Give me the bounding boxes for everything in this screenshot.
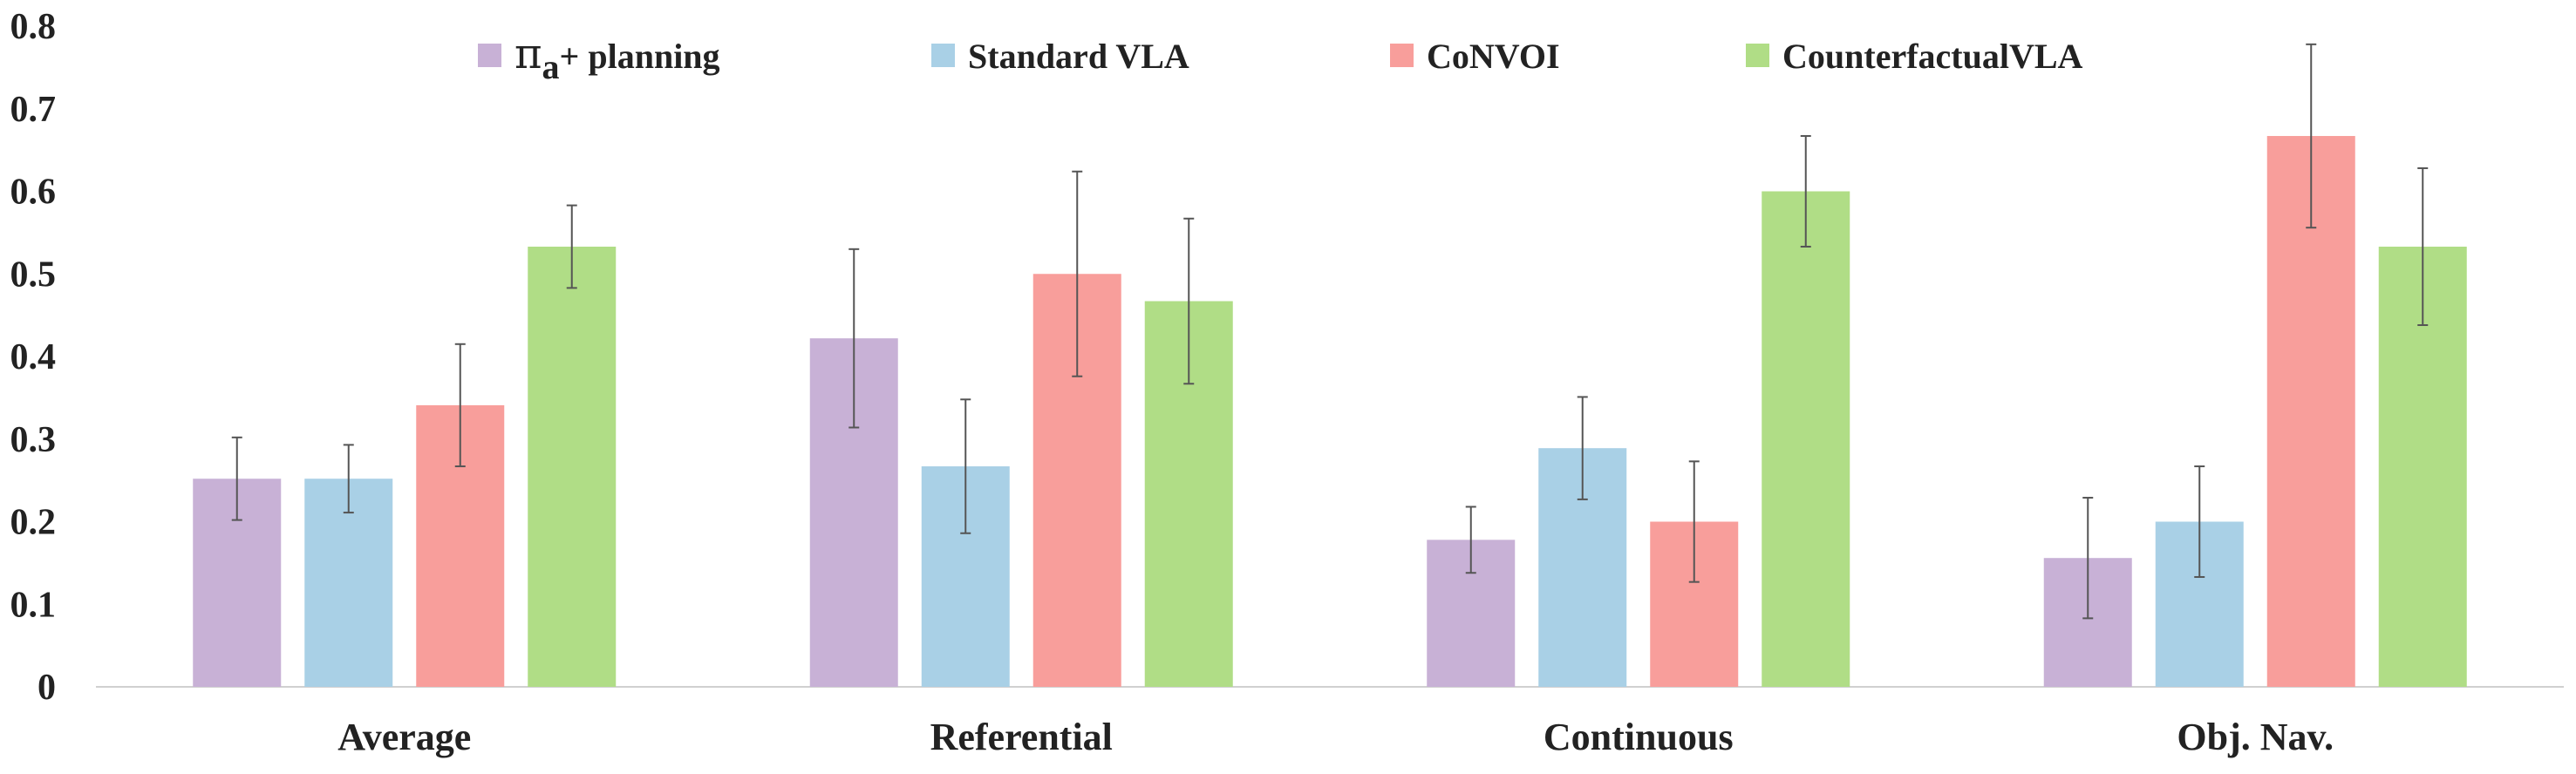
legend-swatch — [1390, 44, 1414, 67]
error-bar — [1183, 217, 1195, 385]
y-tick-label: 0.8 — [10, 7, 57, 47]
x-category-label: Continuous — [1544, 716, 1734, 758]
y-tick-label: 0 — [37, 668, 56, 708]
y-tick-label: 0.7 — [10, 90, 57, 130]
legend-swatch — [478, 44, 501, 67]
legend-item: CounterfactualVLA — [1746, 37, 2083, 76]
error-bar — [2082, 497, 2094, 620]
bar — [528, 246, 617, 687]
error-bar — [454, 343, 466, 468]
x-category-label: Referential — [930, 716, 1113, 758]
y-tick-label: 0.2 — [10, 503, 57, 543]
legend-swatch — [1746, 44, 1769, 67]
y-tick-label: 0.4 — [10, 337, 57, 377]
error-bar — [231, 436, 242, 521]
error-bar — [1465, 506, 1476, 574]
legend-item: πa+ planning — [478, 30, 720, 86]
error-bar — [1577, 396, 1588, 500]
legend-label: Standard VLA — [968, 37, 1189, 76]
y-tick-label: 0.6 — [10, 173, 57, 213]
error-bar — [343, 444, 354, 514]
error-bar — [566, 204, 577, 289]
error-bar — [2417, 166, 2429, 326]
legend: πa+ planning Standard VLA CoNVOI Counterfac… — [478, 30, 2083, 86]
error-bar — [960, 398, 971, 534]
x-category-label: Obj. Nav. — [2177, 716, 2334, 758]
legend-item: Standard VLA — [931, 37, 1189, 76]
y-tick-label: 0.1 — [10, 585, 57, 625]
error-bar — [2194, 465, 2205, 578]
y-axis: 0 0.1 0.2 0.3 0.4 0.5 0.6 0.7 0.8 — [10, 7, 57, 708]
bar — [1762, 191, 1850, 687]
x-category-label: Average — [337, 716, 471, 758]
y-tick-label: 0.3 — [10, 420, 57, 460]
y-tick-label: 0.5 — [10, 255, 57, 295]
legend-label: CounterfactualVLA — [1782, 37, 2083, 76]
error-bar — [1072, 170, 1083, 377]
bars-group — [193, 136, 2467, 687]
error-bars-group — [231, 43, 2429, 620]
legend-label: CoNVOI — [1427, 37, 1560, 76]
legend-item: CoNVOI — [1390, 37, 1560, 76]
x-axis-labels: Average Referential Continuous Obj. Nav. — [337, 716, 2334, 758]
error-bar — [848, 248, 860, 429]
error-bar — [1800, 135, 1811, 248]
legend-swatch — [931, 44, 955, 67]
legend-label: πa+ planning — [515, 30, 720, 86]
error-bar — [1688, 460, 1700, 583]
error-bar — [2306, 43, 2317, 229]
